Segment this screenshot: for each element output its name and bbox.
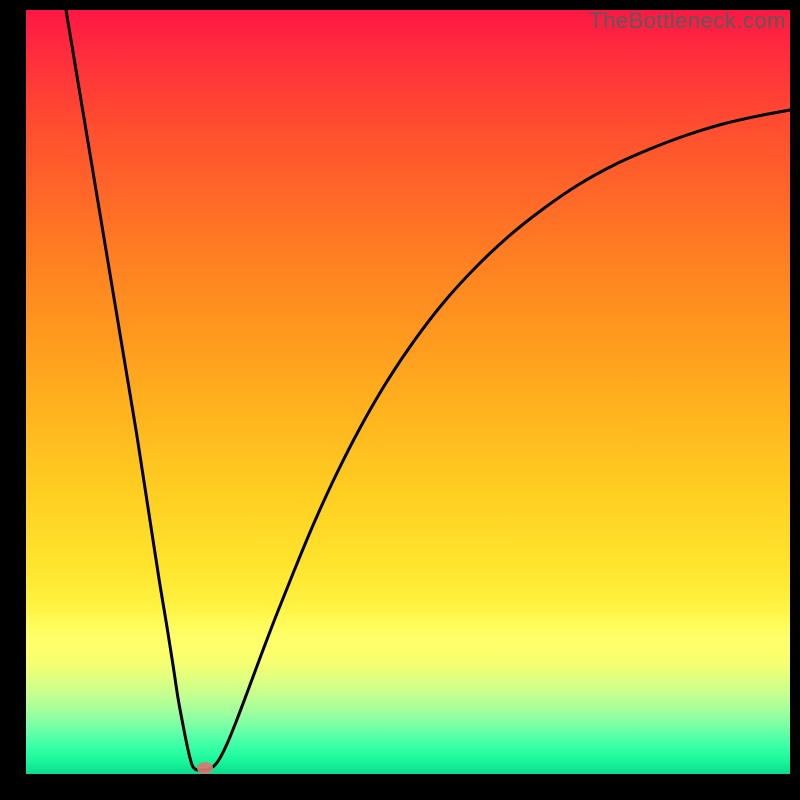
curve-line — [26, 10, 790, 774]
chart-container: TheBottleneck.com — [0, 0, 800, 800]
watermark-text: TheBottleneck.com — [589, 8, 786, 34]
plot-area — [26, 10, 790, 774]
marker-dot — [197, 762, 214, 774]
